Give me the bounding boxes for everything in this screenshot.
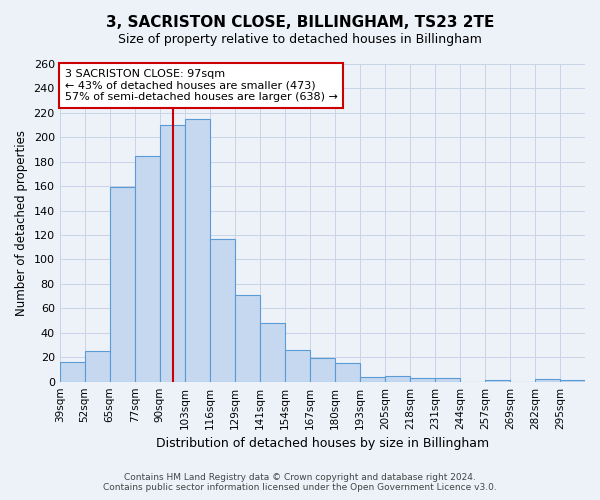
Y-axis label: Number of detached properties: Number of detached properties [15,130,28,316]
Bar [385,376,410,382]
Bar [59,362,85,382]
Bar [485,380,510,382]
Bar [135,156,160,382]
Text: 3 SACRISTON CLOSE: 97sqm
← 43% of detached houses are smaller (473)
57% of semi-: 3 SACRISTON CLOSE: 97sqm ← 43% of detach… [65,69,338,102]
Bar [410,378,435,382]
Bar [235,295,260,382]
Text: Size of property relative to detached houses in Billingham: Size of property relative to detached ho… [118,32,482,46]
Bar [435,378,460,382]
Bar [535,379,560,382]
Bar [335,364,360,382]
Bar [310,358,335,382]
Bar [285,350,310,382]
Bar [360,377,385,382]
Text: 3, SACRISTON CLOSE, BILLINGHAM, TS23 2TE: 3, SACRISTON CLOSE, BILLINGHAM, TS23 2TE [106,15,494,30]
Bar [260,323,285,382]
Bar [185,119,210,382]
Bar [160,125,185,382]
Bar [85,351,110,382]
Bar [210,238,235,382]
Text: Contains HM Land Registry data © Crown copyright and database right 2024.
Contai: Contains HM Land Registry data © Crown c… [103,473,497,492]
Bar [110,188,135,382]
X-axis label: Distribution of detached houses by size in Billingham: Distribution of detached houses by size … [156,437,489,450]
Bar [560,380,585,382]
